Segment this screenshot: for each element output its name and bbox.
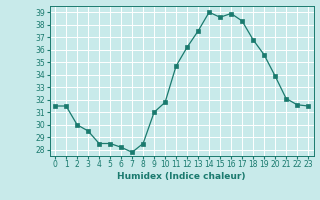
X-axis label: Humidex (Indice chaleur): Humidex (Indice chaleur) — [117, 172, 246, 181]
